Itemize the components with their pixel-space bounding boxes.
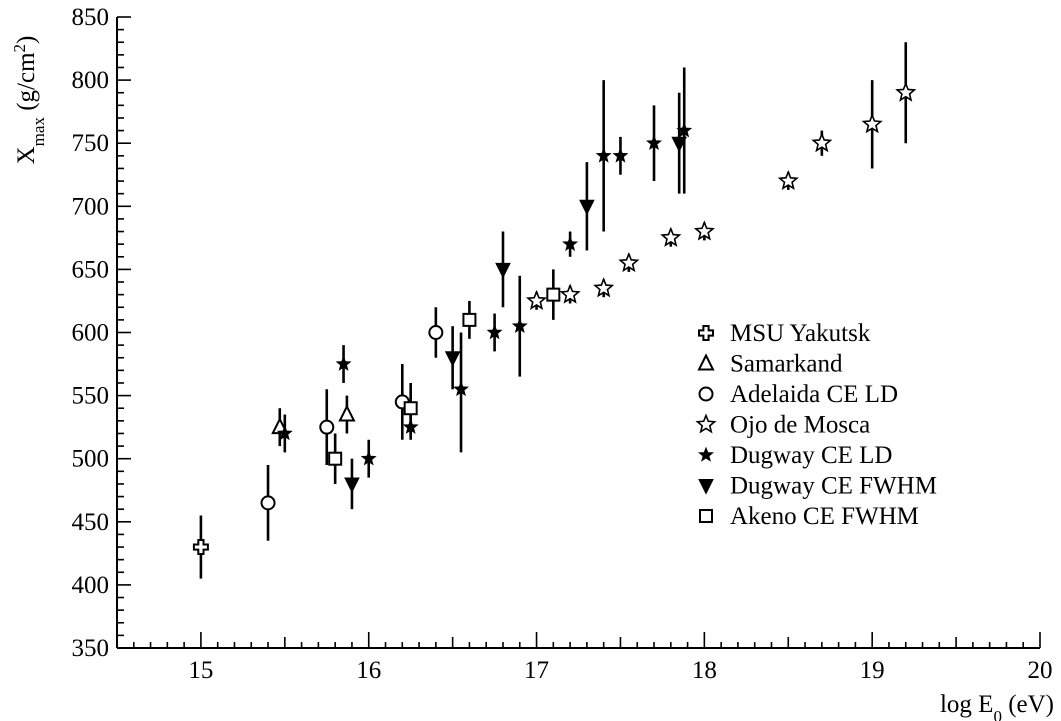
legend-label: Ojo de Mosca: [730, 412, 870, 439]
y-tick-label: 550: [72, 383, 110, 410]
legend-marker: [697, 353, 715, 371]
data-point: [453, 380, 469, 397]
y-tick-label: 450: [72, 509, 110, 536]
series-2: [260, 307, 444, 541]
data-point: [618, 251, 640, 273]
series-6: [328, 269, 561, 484]
ticks: 350 400 450 500 550 600 650 700 750 800 850 15 16 17 1…: [72, 4, 1053, 684]
series-1: [271, 395, 356, 447]
legend-label: Samarkand: [730, 351, 843, 378]
data-point: [276, 425, 293, 441]
series-0: [192, 515, 209, 579]
data-point: [360, 450, 377, 466]
y-tick-label: 800: [72, 67, 110, 94]
y-tick-label: 600: [72, 320, 110, 347]
series-4: [276, 67, 693, 478]
legend-marker: [698, 479, 714, 495]
legend: MSU Yakutsk Samarkand Adelaida CE LD Ojo de…: [695, 320, 937, 530]
data-point: [593, 277, 615, 298]
y-axis-label: Xmax (g/cm2): [10, 36, 48, 165]
data-point: [562, 235, 579, 251]
y-tick-label: 850: [72, 4, 110, 31]
data-point: [525, 289, 548, 310]
data-layer: [192, 42, 917, 579]
legend-label: Adelaida CE LD: [730, 381, 898, 408]
x-tick-label: 19: [860, 657, 885, 684]
data-point: [403, 401, 418, 416]
series-5: [344, 92, 688, 510]
legend-marker: [699, 509, 713, 523]
data-point: [335, 355, 352, 371]
data-point: [693, 220, 715, 241]
y-tick-label: 500: [72, 446, 110, 473]
legend-marker: [698, 446, 714, 462]
legend-label: MSU Yakutsk: [730, 320, 871, 347]
y-tick-label: 350: [72, 635, 110, 662]
data-point: [486, 324, 503, 340]
data-point: [192, 539, 209, 556]
y-tick-label: 400: [72, 572, 110, 599]
x-tick-label: 15: [188, 657, 213, 684]
data-point: [595, 147, 612, 163]
legend-label: Akeno CE FWHM: [730, 503, 919, 530]
x-tick-label: 16: [356, 657, 381, 684]
legend-marker: [695, 413, 717, 434]
data-point: [861, 113, 883, 134]
data-point: [444, 351, 461, 367]
data-point: [895, 81, 917, 102]
data-point: [338, 404, 356, 422]
data-point: [546, 287, 561, 302]
data-point: [428, 325, 444, 340]
y-tick-label: 650: [72, 256, 110, 283]
data-point: [495, 262, 511, 279]
data-point: [328, 451, 343, 466]
x-tick-label: 20: [1028, 657, 1053, 684]
y-tick-label: 750: [72, 130, 110, 157]
x-tick-label: 17: [524, 657, 549, 684]
x-axis-label: log E0 (eV): [940, 691, 1054, 721]
y-tick-label: 700: [72, 193, 110, 220]
data-point: [511, 317, 528, 333]
x-tick-label: 18: [692, 657, 717, 684]
legend-marker: [698, 386, 714, 402]
axes: [116, 17, 1040, 649]
legend-label: Dugway CE FWHM: [730, 473, 937, 500]
data-point: [260, 495, 276, 511]
data-point: [612, 147, 629, 163]
data-point: [671, 136, 688, 153]
data-point: [559, 283, 581, 304]
data-point: [344, 477, 360, 494]
data-point: [579, 199, 595, 216]
legend-label: Dugway CE LD: [730, 442, 892, 469]
legend-marker: [698, 325, 714, 341]
data-point: [660, 226, 682, 247]
data-point: [462, 312, 477, 327]
series-3: [525, 42, 917, 310]
data-point: [319, 419, 335, 435]
data-point: [646, 134, 663, 150]
data-point: [811, 132, 833, 153]
data-point: [777, 169, 799, 191]
